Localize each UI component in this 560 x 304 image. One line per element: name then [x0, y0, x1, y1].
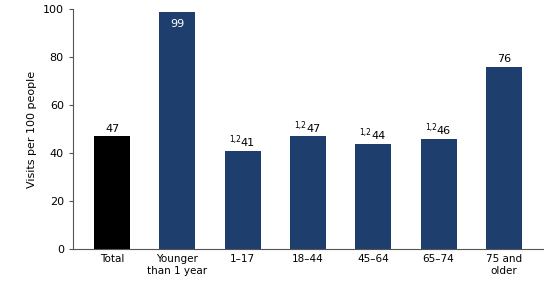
Bar — [421, 139, 456, 249]
Text: 44: 44 — [371, 131, 386, 141]
Text: 1,2: 1,2 — [360, 128, 371, 137]
Text: 46: 46 — [437, 126, 451, 136]
Bar — [94, 136, 130, 249]
Text: 99: 99 — [170, 19, 185, 29]
Text: 1,2: 1,2 — [229, 135, 241, 144]
Text: 47: 47 — [105, 123, 119, 133]
Text: 1,2: 1,2 — [424, 123, 437, 132]
Text: 41: 41 — [241, 138, 255, 148]
Bar — [290, 136, 326, 249]
Text: 1,2: 1,2 — [294, 121, 306, 130]
Bar — [160, 12, 195, 249]
Bar — [225, 151, 260, 249]
Bar — [356, 143, 391, 249]
Y-axis label: Visits per 100 people: Visits per 100 people — [27, 71, 37, 188]
Text: 76: 76 — [497, 54, 511, 64]
Bar — [486, 67, 522, 249]
Text: 47: 47 — [306, 123, 320, 133]
